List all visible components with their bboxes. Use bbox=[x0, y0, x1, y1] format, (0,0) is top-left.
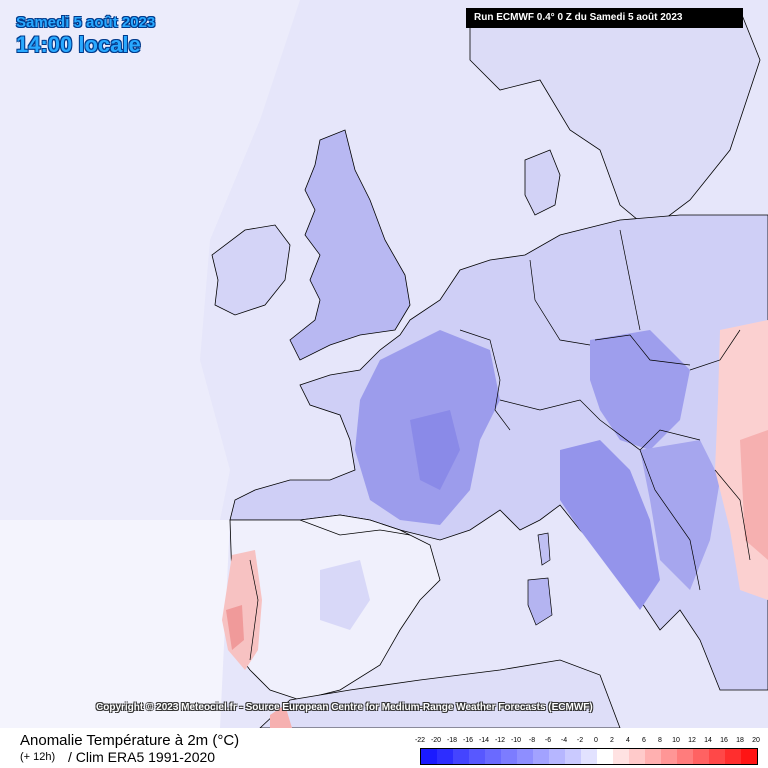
legend-swatch bbox=[485, 749, 501, 764]
lead-time: (+ 12h) bbox=[20, 751, 56, 763]
north-africa-land bbox=[259, 659, 621, 728]
legend-swatch bbox=[437, 749, 453, 764]
legend-swatch bbox=[629, 749, 645, 764]
country-borders bbox=[249, 229, 751, 661]
forecast-date: Samedi 5 août 2023 bbox=[16, 14, 156, 31]
run-info-banner: Run ECMWF 0.4° 0 Z du Samedi 5 août 2023 bbox=[466, 8, 743, 28]
legend-swatch bbox=[421, 749, 437, 764]
italy-cool-area bbox=[560, 440, 660, 610]
legend-swatch bbox=[677, 749, 693, 764]
denmark-land bbox=[524, 149, 561, 216]
balkans-cool-area bbox=[640, 440, 720, 590]
legend-swatch bbox=[741, 749, 757, 764]
legend-label: 12 bbox=[688, 737, 696, 744]
legend-swatch bbox=[645, 749, 661, 764]
atlantic-area bbox=[0, 0, 300, 520]
legend-swatch bbox=[661, 749, 677, 764]
legend-label: -2 bbox=[576, 737, 584, 744]
legend-swatch bbox=[709, 749, 725, 764]
legend-label: -18 bbox=[446, 737, 458, 744]
legend-label: -10 bbox=[510, 737, 522, 744]
color-legend: -22 -20 -18 -16 -14 -12 -10 -8 -6 -4 -2 0 2 4 6 8 10 12 14… bbox=[414, 737, 760, 765]
legend-swatch bbox=[693, 749, 709, 764]
spain-cool-patch bbox=[320, 560, 370, 630]
climatology-label: / Clim ERA5 1991-2020 bbox=[68, 749, 216, 765]
legend-swatch bbox=[549, 749, 565, 764]
forecast-time: 14:00 locale bbox=[16, 32, 141, 57]
legend-label: -4 bbox=[560, 737, 568, 744]
morocco-warm-area bbox=[270, 705, 292, 728]
legend-label: 8 bbox=[658, 737, 662, 744]
legend-label: 6 bbox=[642, 737, 646, 744]
temperature-anomaly-map bbox=[0, 0, 768, 728]
france-core-cool bbox=[410, 410, 460, 490]
legend-label: 20 bbox=[752, 737, 760, 744]
legend-labels: -22 -20 -18 -16 -14 -12 -10 -8 -6 -4 -2 0 2 4 6 8 10 12 14… bbox=[414, 737, 760, 747]
east-warm-core bbox=[740, 430, 768, 560]
legend-label: 10 bbox=[672, 737, 680, 744]
ireland-land bbox=[211, 224, 291, 316]
legend-swatch bbox=[501, 749, 517, 764]
corsica-land bbox=[537, 532, 551, 566]
legend-swatch bbox=[597, 749, 613, 764]
legend-swatch bbox=[469, 749, 485, 764]
legend-label: -6 bbox=[544, 737, 552, 744]
copyright-notice: Copyright © 2023 Meteociel.fr - Source E… bbox=[96, 702, 593, 713]
central-europe-cool bbox=[590, 330, 690, 450]
legend-label: 0 bbox=[594, 737, 598, 744]
legend-label: -8 bbox=[528, 737, 536, 744]
legend-label: 2 bbox=[610, 737, 614, 744]
legend-swatch bbox=[581, 749, 597, 764]
atlantic-south-area bbox=[0, 520, 230, 728]
legend-label: 16 bbox=[720, 737, 728, 744]
legend-label: -16 bbox=[462, 737, 474, 744]
parameter-title: Anomalie Température à 2m (°C) bbox=[20, 732, 240, 749]
legend-swatch bbox=[453, 749, 469, 764]
legend-label: 4 bbox=[626, 737, 630, 744]
scandinavia-land bbox=[469, 9, 761, 231]
legend-label: -22 bbox=[414, 737, 426, 744]
legend-label: 18 bbox=[736, 737, 744, 744]
legend-swatch bbox=[533, 749, 549, 764]
legend-swatches bbox=[420, 748, 758, 765]
legend-label: -20 bbox=[430, 737, 442, 744]
great-britain-land bbox=[289, 129, 411, 361]
legend-swatch bbox=[565, 749, 581, 764]
legend-label: -12 bbox=[494, 737, 506, 744]
portugal-warm-core bbox=[226, 605, 244, 650]
legend-label: 14 bbox=[704, 737, 712, 744]
legend-swatch bbox=[725, 749, 741, 764]
legend-swatch bbox=[613, 749, 629, 764]
legend-label: -14 bbox=[478, 737, 490, 744]
sardinia-land bbox=[527, 577, 553, 626]
legend-swatch bbox=[517, 749, 533, 764]
